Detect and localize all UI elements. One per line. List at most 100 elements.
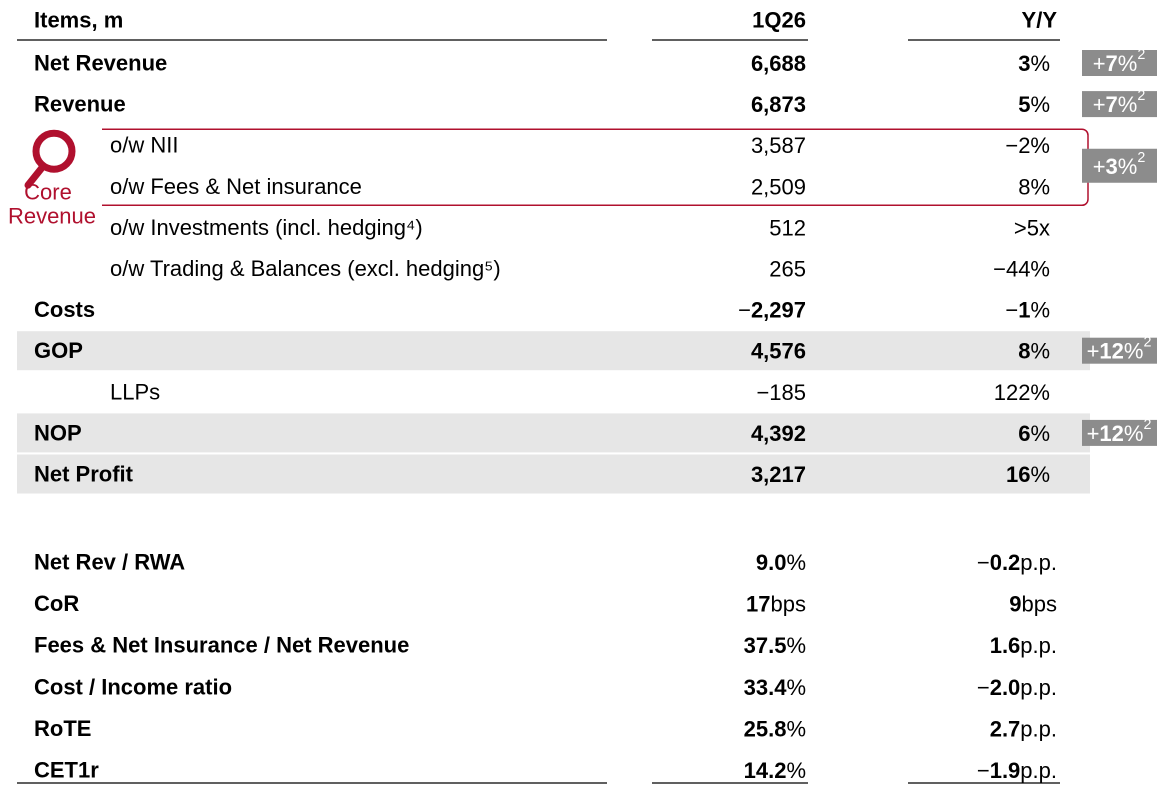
row-yoy: 122% [994,379,1050,404]
ratio-label: RoTE [34,716,91,741]
text-part: % [1124,338,1144,363]
row-yoy: 3% [1018,51,1050,76]
ratio-yoy: 2.7p.p. [990,716,1057,741]
ratio-label: Cost / Income ratio [34,674,232,699]
ratio-value: 9.0% [756,550,806,575]
row-label: Net Profit [34,462,134,487]
text-part: p.p. [1020,550,1057,575]
text-part: bps [1022,591,1057,616]
badge-text: +7%2 [1093,88,1146,117]
ratio-value: 17bps [746,591,806,616]
text-part: − [977,674,990,699]
row-label: o/w NII [110,133,178,158]
text-part: >5x [1014,215,1050,240]
text-part: 0.2 [990,550,1021,575]
ratio-label: CET1r [34,758,99,783]
ratio-value: 33.4% [744,674,806,699]
text-part: 9.0 [756,550,787,575]
text-part: % [786,674,806,699]
text-part: 2 [1137,150,1145,166]
ratio-label: CoR [34,591,79,616]
ratio-yoy: −0.2p.p. [977,550,1057,575]
text-part: % [1030,462,1050,487]
text-part: p.p. [1020,758,1057,783]
badge [1082,50,1157,76]
row-label: o/w Fees & Net insurance [110,174,362,199]
text-part: 6,688 [751,51,806,76]
row-value: −2,297 [738,297,806,322]
core-label: Revenue [8,204,96,229]
text-part: 2,297 [751,297,806,322]
ratio-yoy: 9bps [1009,591,1057,616]
text-part: 12 [1099,420,1123,445]
text-part: 12 [1099,338,1123,363]
text-part: p.p. [1020,674,1057,699]
row-yoy: >5x [1014,215,1050,240]
text-part: + [1093,51,1106,76]
text-part: 2.7 [990,716,1021,741]
text-part: − [977,758,990,783]
text-part: % [1118,92,1138,117]
ratio-yoy: −2.0p.p. [977,674,1057,699]
text-part: 6 [1018,420,1030,445]
text-part: + [1093,153,1106,178]
row-value: 2,509 [751,174,806,199]
header-yoy: Y/Y [1022,8,1058,33]
text-part: % [1118,153,1138,178]
text-part: 17 [746,591,770,616]
text-part: 7 [1106,51,1118,76]
text-part: −2% [1005,133,1050,158]
row-value: −185 [756,379,806,404]
text-part: % [1118,51,1138,76]
text-part: 4,576 [751,338,806,363]
text-part: 2 [1137,88,1145,104]
badge [1082,148,1157,183]
row-yoy: −1% [1005,297,1050,322]
text-part: 7 [1106,92,1118,117]
text-part: 4,392 [751,420,806,445]
row-yoy: 6% [1018,420,1050,445]
row-label: NOP [34,420,82,445]
text-part: 16 [1006,462,1030,487]
row-label: o/w Investments (incl. hedging⁴) [110,215,423,240]
header-rules [17,39,1060,784]
text-part: 3,217 [751,462,806,487]
text-part: bps [771,591,806,616]
text-part: 2,509 [751,174,806,199]
text-part: % [1030,297,1050,322]
text-part: 14.2 [744,758,787,783]
row-value: 4,576 [751,338,806,363]
text-part: % [1124,420,1144,445]
text-part: − [977,550,990,575]
text-part: 5 [1018,92,1030,117]
text-part: −44% [993,256,1050,281]
row-value: 6,688 [751,51,806,76]
row-label: o/w Trading & Balances (excl. hedging⁵) [110,256,501,281]
text-part: 265 [769,256,806,281]
text-part: −185 [756,379,806,404]
text-part: − [738,297,751,322]
row-label: GOP [34,338,83,363]
row-value: 3,587 [751,133,806,158]
text-part: % [786,550,806,575]
text-part: 33.4 [744,674,788,699]
row-label: Net Revenue [34,51,167,76]
text-part: 8% [1018,174,1050,199]
row-yoy: −2% [1005,133,1050,158]
row-value: 6,873 [751,92,806,117]
ratio-yoy: 1.6p.p. [990,633,1057,658]
badge [1082,419,1157,446]
text-part: % [786,758,806,783]
text-part: % [786,633,806,658]
text-part: 8 [1018,338,1030,363]
text-part: 3 [1018,51,1030,76]
badge-text: +7%2 [1093,47,1146,76]
text-part: % [1030,92,1050,117]
badge [1082,337,1157,364]
text-part: 37.5 [744,633,787,658]
text-part: 2 [1137,47,1145,63]
ratio-yoy: −1.9p.p. [977,758,1057,783]
row-highlight [17,413,1090,453]
text-part: 3 [1106,153,1118,178]
row-label: Costs [34,297,95,322]
